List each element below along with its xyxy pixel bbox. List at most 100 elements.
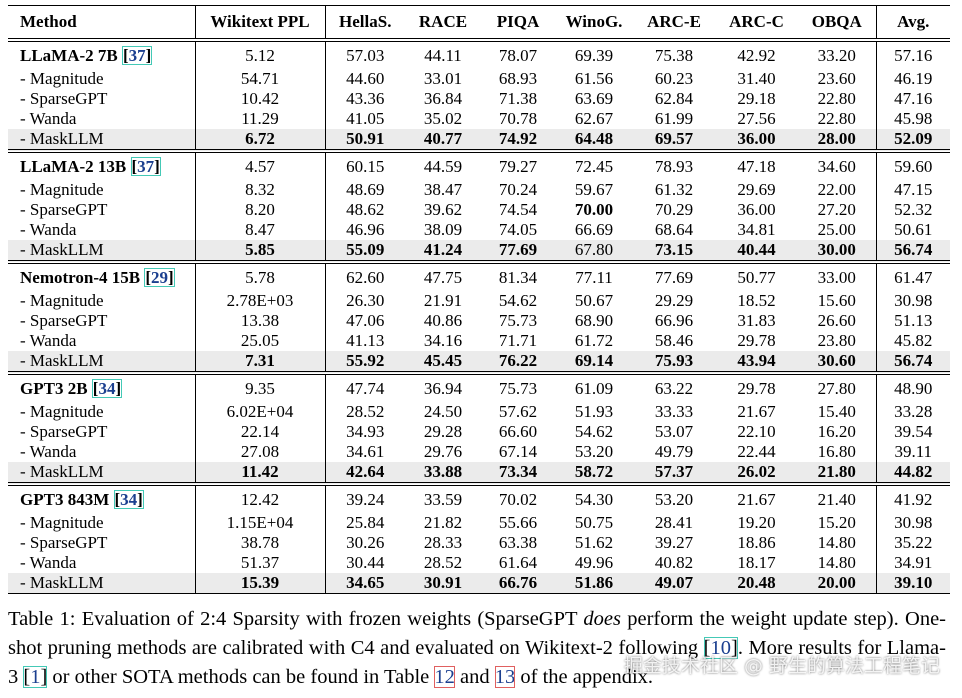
value-cell: 54.71 [195,69,326,89]
model-group: GPT3 843M 3412.4239.2433.5970.0254.3053.… [8,482,950,594]
value-cell: 47.16 [894,89,933,108]
value-cell: 29.76 [423,442,463,461]
value-cell: 5.78 [195,260,326,291]
value-cell: 39.24 [325,482,405,513]
value-cell: 18.86 [737,533,776,552]
value-cell: 20.00 [798,573,877,594]
value-cell: 75.73 [498,311,538,330]
value-cell: 7.31 [195,351,326,374]
method-cell: - MaskLLM [8,462,196,485]
value-cell: 8.47 [195,220,326,240]
value-cell: 53.07 [654,422,694,441]
citation: 1 [23,666,48,688]
table-caption: Table 1: Evaluation of 2:4 Sparsity with… [8,605,946,692]
value-cell: 39.10 [876,573,950,594]
value-cell: 34.60 [798,149,877,180]
value-cell: 53.20 [633,482,715,513]
value-cell: 22.80 [798,89,877,109]
watermark: 掘金技术社区 @ 野生的算法工程笔记 [623,655,940,677]
value-cell: 10.42 [195,89,326,109]
value-cell: 30.98 [894,513,933,532]
value-cell: 2.78E+03 [195,291,326,311]
caption-text: perform the weight update step). One-sho… [8,608,946,659]
value-cell: 28.52 [346,402,385,421]
value-cell: 61.32 [654,180,694,199]
model-name: LLaMA-2 13B [20,156,127,176]
value-cell: 31.40 [737,69,776,88]
value-cell: 33.59 [405,482,481,513]
value-cell: 48.69 [346,180,385,199]
table-row: - Wanda 8.47 46.96 38.09 74.05 66.69 68.64 34.8… [8,220,950,240]
value-cell: 60.15 [325,149,405,180]
value-cell: 5.12 [195,38,326,69]
value-cell: 40.44 [715,240,798,263]
value-cell: 42.64 [325,462,405,485]
value-cell: 39.54 [894,422,933,441]
value-cell: 72.45 [555,149,633,180]
value-cell: 78.07 [481,38,555,69]
table-row: - Magnitude 1.15E+04 25.84 21.82 55.66 50.75 2… [8,513,950,533]
value-cell: 21.40 [798,482,877,513]
value-cell: 39.62 [423,200,463,219]
value-cell: 66.69 [574,220,614,239]
value-cell: 33.20 [798,38,877,69]
value-cell: 36.84 [423,89,463,108]
value-cell: 62.60 [325,260,405,291]
value-cell: 29.18 [737,89,776,108]
value-cell: 46.19 [894,69,933,88]
value-cell: 68.93 [498,69,538,88]
value-cell: 50.91 [325,129,405,152]
value-cell: 75.73 [481,371,555,402]
value-cell: 56.74 [876,351,950,374]
model-group: LLaMA-2 13B 374.5760.1544.5979.2772.4578… [8,149,950,263]
value-cell: 23.80 [798,331,877,351]
value-cell: 28.41 [654,513,694,532]
value-cell: 54.30 [555,482,633,513]
value-cell: 76.22 [481,351,555,374]
value-cell: 43.36 [346,89,385,108]
value-cell: 53.20 [574,442,614,461]
value-cell: 44.59 [405,149,481,180]
model-cell: GPT3 2B 34 [8,371,196,402]
value-cell: 57.37 [633,462,715,485]
method-cell: - Magnitude [8,513,196,533]
value-cell: 34.93 [346,422,385,441]
value-cell: 70.78 [498,109,538,128]
table-row: - MaskLLM 15.39 34.65 30.91 66.76 51.86 49.07 2… [8,573,950,594]
value-cell: 15.20 [798,513,877,533]
value-cell: 29.78 [737,331,776,350]
citation: 34 [91,378,123,398]
value-cell: 51.93 [574,402,614,421]
method-cell: - Magnitude [8,402,196,422]
column-header: ARC-C [715,5,798,40]
value-cell: 44.60 [346,69,385,88]
value-cell: 78.93 [633,149,715,180]
citation: 37 [122,45,153,65]
value-cell: 66.76 [481,573,555,594]
column-header: HellaS. [325,5,405,40]
value-cell: 1.15E+04 [195,513,326,533]
value-cell: 24.50 [423,402,463,421]
model-group: LLaMA-2 7B 375.1257.0344.1178.0769.3975.… [8,38,950,152]
caption-text: of the appendix. [515,666,654,688]
value-cell: 27.08 [195,442,326,462]
model-name: LLaMA-2 7B [20,45,118,65]
method-cell: - MaskLLM [8,240,196,263]
value-cell: 70.24 [498,180,538,199]
value-cell: 34.81 [737,220,776,239]
value-cell: 41.24 [405,240,481,263]
value-cell: 79.27 [481,149,555,180]
value-cell: 42.92 [715,38,798,69]
value-cell: 54.62 [498,291,538,310]
value-cell: 49.07 [633,573,715,594]
value-cell: 81.34 [481,260,555,291]
value-cell: 61.99 [654,109,694,128]
value-cell: 73.34 [481,462,555,485]
value-cell: 5.85 [195,240,326,263]
table-row: - Wanda 25.05 41.13 34.16 71.71 61.72 58.46 29.… [8,331,950,351]
value-cell: 63.22 [633,371,715,402]
table-row: - Magnitude 2.78E+03 26.30 21.91 54.62 50.67 2… [8,291,950,311]
citation: 10 [703,637,738,659]
value-cell: 27.56 [737,109,776,128]
method-cell: - SparseGPT [8,89,196,109]
